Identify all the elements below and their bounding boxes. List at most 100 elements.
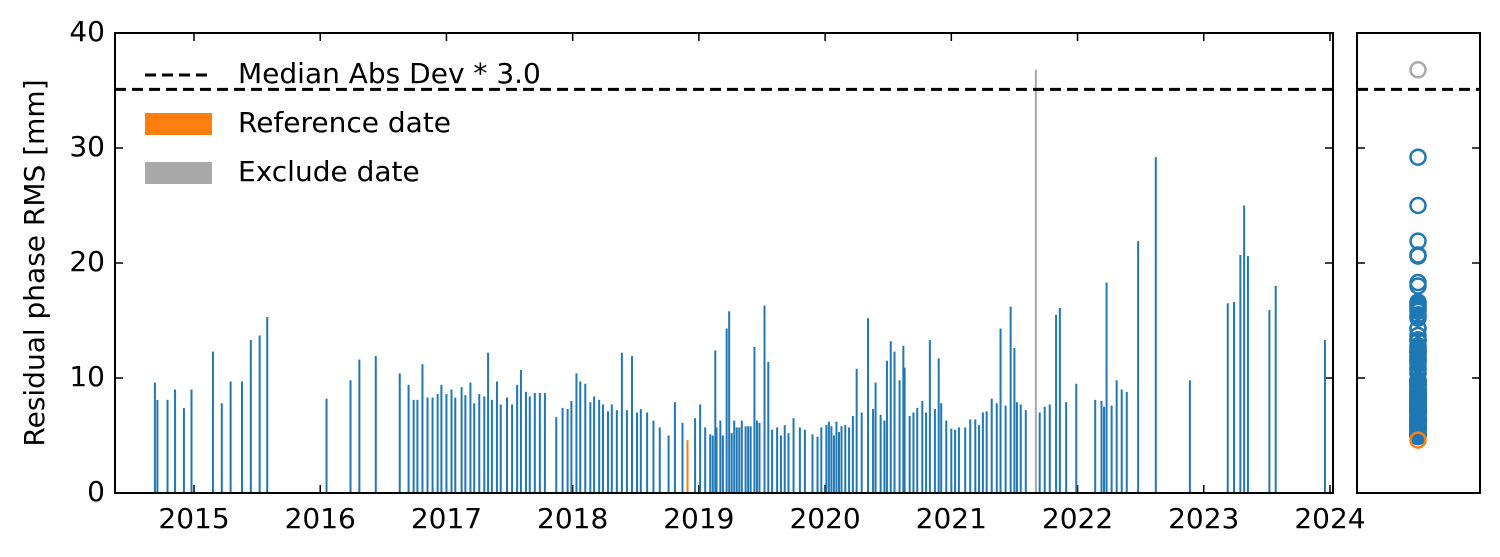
bar [1043, 406, 1046, 493]
bar [704, 427, 707, 493]
bar [440, 384, 443, 493]
bar [820, 427, 823, 493]
bar [1103, 406, 1106, 493]
bar [570, 401, 573, 493]
bar [506, 397, 509, 493]
bar [646, 412, 649, 493]
bar [816, 436, 819, 493]
y-tick-label: 20 [69, 245, 105, 278]
bar [844, 425, 847, 493]
distribution-point [1409, 383, 1427, 401]
distribution-point [1409, 148, 1427, 166]
bar [266, 317, 269, 493]
bar [990, 398, 993, 493]
distribution-point [1409, 301, 1427, 319]
legend-handle [145, 162, 212, 184]
x-tick-label: 2015 [158, 502, 229, 535]
bar [753, 346, 756, 493]
bar [519, 369, 522, 493]
bar [398, 373, 401, 493]
bar [709, 434, 712, 493]
bar [950, 428, 953, 493]
bar [190, 389, 193, 493]
bar [490, 399, 493, 493]
bar [779, 435, 782, 493]
bar [740, 420, 743, 493]
bar [464, 395, 467, 493]
bar [584, 383, 587, 493]
bar [358, 359, 361, 493]
bar [1019, 404, 1022, 493]
bar [601, 404, 604, 493]
bar [1137, 241, 1140, 493]
bar [827, 421, 830, 493]
bar [407, 384, 410, 493]
bar [460, 387, 463, 493]
bar [744, 426, 747, 493]
bar [349, 380, 352, 493]
bar [776, 427, 779, 493]
bar [1239, 254, 1242, 493]
side-frame [1356, 32, 1481, 494]
bar [174, 389, 177, 493]
bar [721, 435, 724, 493]
bar [945, 420, 948, 493]
bar [1015, 402, 1018, 493]
bar [229, 381, 232, 493]
bar [1048, 404, 1051, 493]
bar [840, 426, 843, 493]
bar [1246, 256, 1249, 493]
bar [981, 412, 984, 493]
x-tick-label: 2020 [789, 502, 860, 535]
bar [182, 407, 185, 493]
bar [528, 396, 531, 493]
bar [1055, 314, 1058, 493]
bar [652, 420, 655, 493]
distribution-point [1409, 61, 1427, 79]
y-tick-label: 0 [87, 475, 105, 508]
bar [1154, 157, 1157, 493]
bar [916, 407, 919, 493]
bar [258, 335, 261, 493]
bar [879, 414, 882, 493]
bar [615, 410, 618, 493]
bar [985, 411, 988, 493]
bar [1243, 205, 1246, 493]
bar [681, 422, 684, 493]
bar [625, 410, 628, 493]
bar [473, 403, 476, 493]
bar [974, 419, 977, 493]
bar [421, 364, 424, 493]
bar [928, 340, 931, 493]
bar [1094, 399, 1097, 493]
bar [730, 433, 733, 493]
bar [792, 418, 795, 493]
bar [749, 426, 752, 493]
distribution-point [1409, 431, 1427, 449]
bar [964, 427, 967, 493]
bar [620, 352, 623, 493]
bar [469, 382, 472, 493]
bar [738, 427, 741, 493]
bar [735, 427, 738, 493]
bar [763, 305, 766, 493]
bar [524, 391, 527, 493]
bar [771, 429, 774, 493]
bar [908, 415, 911, 493]
bar [787, 433, 790, 493]
bar [995, 403, 998, 493]
bar [747, 426, 750, 493]
bar [325, 398, 328, 493]
bar [848, 427, 851, 493]
bar [1013, 348, 1016, 493]
bar [767, 361, 770, 493]
bar [855, 368, 858, 493]
bar [1188, 380, 1191, 493]
bar [803, 429, 806, 493]
bar [575, 373, 578, 493]
bar [711, 435, 714, 493]
y-axis-label: Residual phase RMS [mm] [18, 79, 51, 446]
bar [561, 407, 564, 493]
bar [832, 435, 835, 493]
bar [940, 403, 943, 493]
